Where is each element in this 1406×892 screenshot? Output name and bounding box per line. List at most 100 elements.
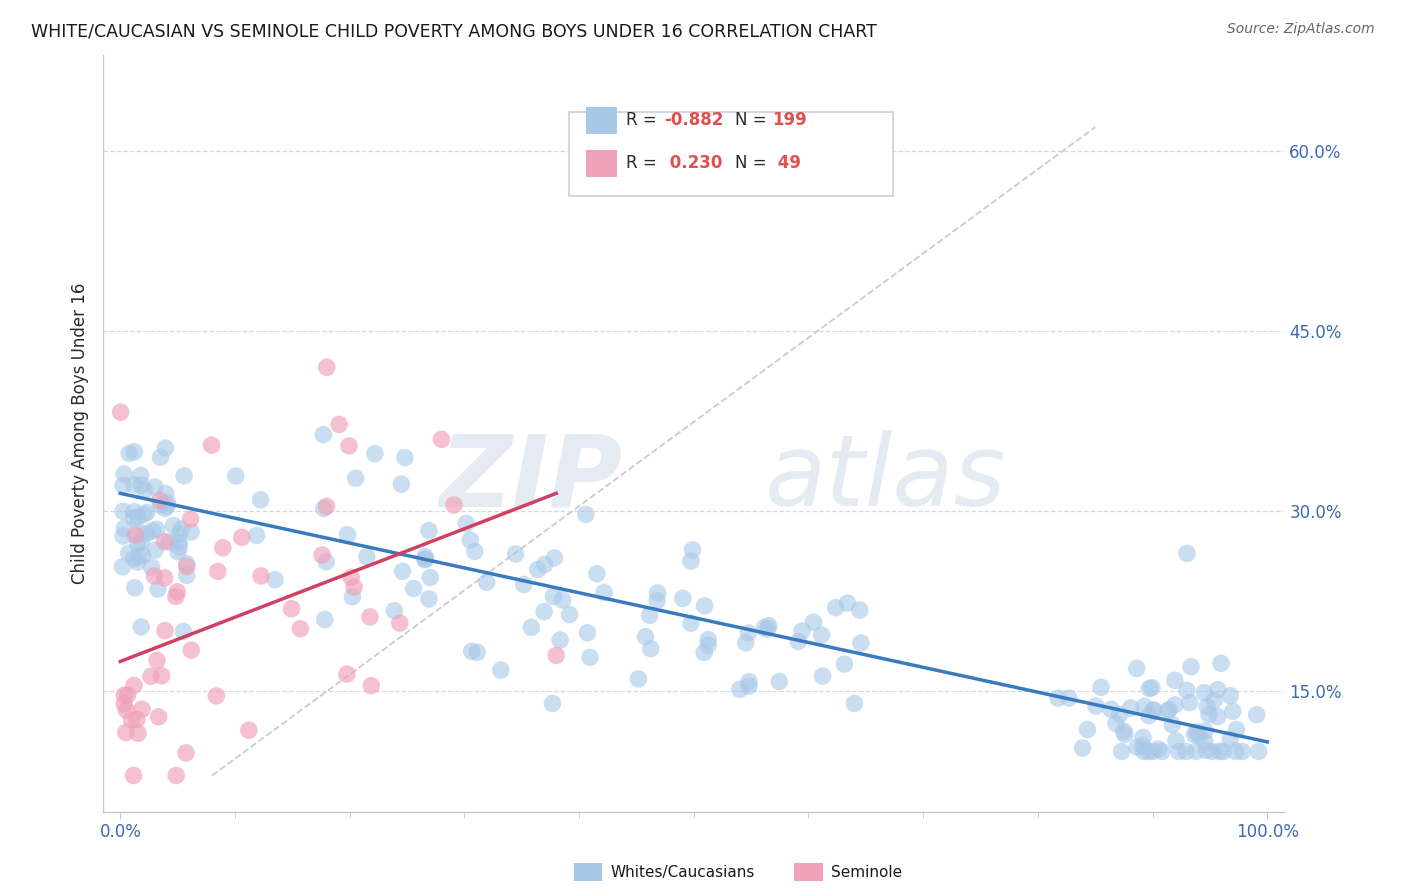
Point xyxy=(143,480,166,494)
Point xyxy=(768,674,790,689)
Point xyxy=(149,493,172,508)
Point xyxy=(155,486,177,500)
Point xyxy=(112,521,135,535)
Point xyxy=(1076,723,1098,737)
Point xyxy=(172,624,194,639)
Point xyxy=(738,674,761,689)
Point xyxy=(1150,744,1173,758)
Point xyxy=(328,417,350,432)
Point xyxy=(533,558,555,572)
Point xyxy=(169,527,191,541)
Point xyxy=(1185,744,1208,758)
Point xyxy=(758,618,780,632)
Point xyxy=(162,518,184,533)
Point xyxy=(134,483,156,498)
Text: 49: 49 xyxy=(772,154,801,172)
Point xyxy=(1108,707,1130,722)
Point xyxy=(1126,740,1149,755)
Point xyxy=(533,605,555,619)
Point xyxy=(315,555,337,569)
Point xyxy=(1206,682,1229,697)
Point xyxy=(124,444,146,458)
Point xyxy=(1105,716,1128,731)
Point xyxy=(249,492,271,507)
Point xyxy=(165,768,187,782)
Point xyxy=(180,643,202,657)
Point xyxy=(413,549,436,564)
Point xyxy=(153,624,176,638)
Point xyxy=(180,512,202,526)
Point xyxy=(1219,689,1241,703)
Point xyxy=(456,516,478,531)
Point xyxy=(551,593,574,607)
Point xyxy=(1201,744,1223,758)
Point xyxy=(1099,702,1122,716)
Point xyxy=(576,625,599,640)
Point xyxy=(1225,744,1247,758)
Point xyxy=(672,591,695,606)
Point xyxy=(127,726,149,740)
Text: R =: R = xyxy=(626,154,662,172)
Point xyxy=(212,541,235,555)
Point xyxy=(112,697,135,711)
Text: atlas: atlas xyxy=(765,430,1007,527)
Point xyxy=(647,586,669,600)
Point xyxy=(391,564,413,578)
Point xyxy=(543,550,565,565)
Text: N =: N = xyxy=(735,112,772,129)
Point xyxy=(1184,728,1206,742)
Point xyxy=(1175,683,1198,698)
Point xyxy=(738,679,761,693)
Point xyxy=(1247,744,1270,758)
Point xyxy=(388,616,411,631)
Point xyxy=(1161,718,1184,732)
Point xyxy=(638,608,661,623)
Point xyxy=(1132,731,1154,745)
Point xyxy=(159,535,181,549)
Point xyxy=(112,478,135,492)
Point xyxy=(132,508,155,522)
Point xyxy=(1175,546,1198,560)
Point xyxy=(131,478,153,492)
Point xyxy=(170,522,193,536)
Point xyxy=(314,613,336,627)
Point xyxy=(1194,734,1216,748)
Point xyxy=(1208,744,1230,758)
Point xyxy=(1137,681,1160,696)
Point xyxy=(1137,744,1160,758)
Point xyxy=(394,450,416,465)
Point xyxy=(418,524,440,538)
Point xyxy=(146,522,169,536)
Point xyxy=(122,511,145,525)
Point xyxy=(1140,681,1163,695)
Point xyxy=(1157,704,1180,718)
Point xyxy=(1232,744,1254,758)
Text: 199: 199 xyxy=(772,112,807,129)
Point xyxy=(121,713,143,727)
Point xyxy=(156,499,179,513)
Point xyxy=(156,495,179,509)
Point xyxy=(756,622,779,636)
Point xyxy=(153,501,176,516)
Text: WHITE/CAUCASIAN VS SEMINOLE CHILD POVERTY AMONG BOYS UNDER 16 CORRELATION CHART: WHITE/CAUCASIAN VS SEMINOLE CHILD POVERT… xyxy=(31,22,877,40)
Point xyxy=(844,697,866,711)
Point xyxy=(754,621,776,635)
Point xyxy=(1225,723,1247,737)
Point xyxy=(117,688,139,702)
Point xyxy=(526,562,548,576)
Point xyxy=(811,669,834,683)
Point xyxy=(834,657,856,671)
Point xyxy=(1111,744,1133,758)
Point xyxy=(315,500,337,514)
Point xyxy=(344,471,367,485)
Text: R =: R = xyxy=(626,112,662,129)
Point xyxy=(1071,741,1094,756)
Point xyxy=(131,549,153,563)
Point xyxy=(153,534,176,549)
Point xyxy=(359,610,381,624)
Point xyxy=(382,604,405,618)
Point xyxy=(465,645,488,659)
Point xyxy=(135,506,157,520)
Point xyxy=(166,584,188,599)
Point xyxy=(1112,724,1135,739)
